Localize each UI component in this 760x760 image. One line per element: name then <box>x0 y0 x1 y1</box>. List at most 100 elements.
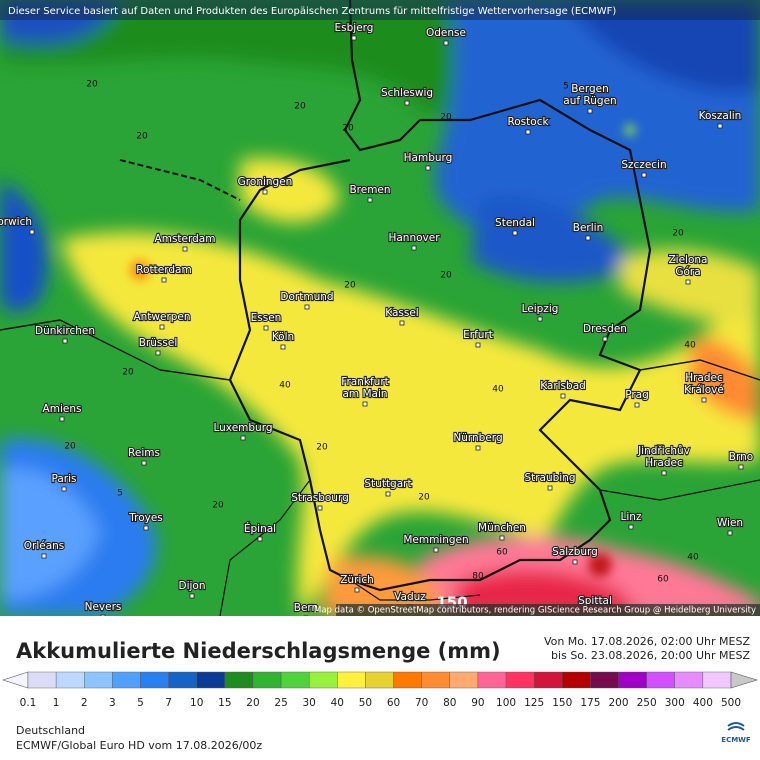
city-dot <box>159 324 165 330</box>
city-dot <box>317 505 323 511</box>
contour-label: 20 <box>440 113 452 123</box>
city-name: Groningen <box>238 176 293 188</box>
attribution: Map data © OpenStreetMap contributors, r… <box>314 606 756 616</box>
bar-arrow-right <box>730 671 759 689</box>
color-swatch <box>618 671 647 689</box>
city-name: Brno <box>729 451 753 463</box>
color-tick-label: 60 <box>387 697 400 709</box>
city-name: Épinal <box>244 522 276 535</box>
city-name: Straubing <box>524 472 575 484</box>
city-dot <box>404 100 410 106</box>
city-name: Antwerpen <box>133 311 190 323</box>
period-to: bis So. 23.08.2026, 20:00 Uhr MESZ <box>551 649 750 662</box>
city-name: Odense <box>426 27 466 39</box>
color-swatch <box>449 671 479 689</box>
city-dot <box>385 491 391 497</box>
precipitation-map: Dieser Service basiert auf Daten und Pro… <box>0 0 760 616</box>
color-tick-label: 250 <box>637 697 657 709</box>
ecmwf-logo: ECMWF <box>721 722 751 744</box>
city-name: München <box>478 522 526 534</box>
city-dot <box>280 344 286 350</box>
color-tick-label: 175 <box>580 697 600 709</box>
color-swatch <box>562 671 591 689</box>
city-name: Reims <box>128 447 160 459</box>
city-name: Erfurt <box>463 329 493 341</box>
city-dot <box>661 470 667 476</box>
city-name: Králové <box>684 384 724 396</box>
contour-label: 20 <box>212 501 224 511</box>
city-name: Norwich <box>0 216 32 228</box>
city-name: Bergen <box>571 83 609 95</box>
city-name: Dijon <box>179 580 206 592</box>
service-notice: Dieser Service basiert auf Daten und Pro… <box>8 6 616 17</box>
city-name: Rotterdam <box>136 264 191 276</box>
city-name: Stuttgart <box>364 478 411 490</box>
contour-label: 40 <box>687 553 699 563</box>
color-swatch <box>337 671 366 689</box>
city-dot <box>141 460 147 466</box>
color-tick-label: 40 <box>331 697 344 709</box>
city-dot <box>29 229 35 235</box>
color-swatch <box>140 671 169 689</box>
contour-label: 20 <box>64 442 76 452</box>
city-dot <box>182 246 188 252</box>
color-swatch <box>252 671 282 689</box>
city-name: Orléans <box>24 540 65 552</box>
city-name: Wien <box>717 517 743 529</box>
color-tick-label: 150 <box>552 697 572 709</box>
city-name: am Main <box>342 388 387 400</box>
city-dot <box>304 304 310 310</box>
contour-label: 20 <box>86 80 98 90</box>
color-tick-label: 80 <box>443 697 456 709</box>
contour-label: 80 <box>472 572 484 582</box>
contour-label: 60 <box>496 548 508 558</box>
city-name: Hamburg <box>404 152 453 164</box>
city-dot <box>62 338 68 344</box>
logo-text: ECMWF <box>721 736 751 744</box>
contour-label: 40 <box>492 385 504 395</box>
city-name: Zielona <box>668 254 707 266</box>
color-swatch <box>55 671 85 689</box>
color-swatch <box>421 671 450 689</box>
city-name: Zürich <box>340 574 374 586</box>
city-name: Kassel <box>385 307 418 319</box>
city-name: Troyes <box>128 512 163 524</box>
color-tick-label: 50 <box>359 697 372 709</box>
color-swatch <box>393 671 422 689</box>
color-swatch <box>309 671 338 689</box>
color-tick-label: 400 <box>693 697 713 709</box>
color-swatch <box>112 671 141 689</box>
city-name: Bern <box>294 602 318 614</box>
borders <box>0 0 760 616</box>
city-dot <box>189 593 195 599</box>
color-swatch <box>702 671 732 689</box>
period-from: Von Mo. 17.08.2026, 02:00 Uhr MESZ <box>544 635 751 648</box>
color-tick-label: 70 <box>415 697 428 709</box>
contour-label: 20 <box>672 229 684 239</box>
city-dot <box>351 35 357 41</box>
contour-label: 20 <box>136 132 148 142</box>
city-name: Hannover <box>388 232 440 244</box>
color-swatch <box>505 671 535 689</box>
contour-label: 5 <box>563 82 569 92</box>
city-dot <box>59 416 65 422</box>
contour-label: 20 <box>342 124 354 134</box>
color-tick-label: 0.1 <box>20 697 37 709</box>
color-tick-label: 15 <box>218 697 231 709</box>
color-tick-label: 2 <box>81 697 88 709</box>
city-dot <box>155 350 161 356</box>
color-bar: 0.1 1 2 3 5 7 10 15 20 25 30 40 50 60 70 80 90 100 125 150 1… <box>2 671 759 709</box>
city-dot <box>399 320 405 326</box>
legend-title: Akkumulierte Niederschlagsmenge (mm) <box>16 639 501 663</box>
city-dot <box>61 486 67 492</box>
color-tick-label: 10 <box>190 697 203 709</box>
city-dot <box>572 559 578 565</box>
color-tick-label: 7 <box>165 697 172 709</box>
city-name: Nürnberg <box>453 432 502 444</box>
city-dot <box>367 197 373 203</box>
contour-label: 60 <box>657 575 669 585</box>
color-tick-label: 200 <box>608 697 628 709</box>
contour-label: 40 <box>684 341 696 351</box>
color-swatch <box>365 671 394 689</box>
color-swatch <box>168 671 197 689</box>
